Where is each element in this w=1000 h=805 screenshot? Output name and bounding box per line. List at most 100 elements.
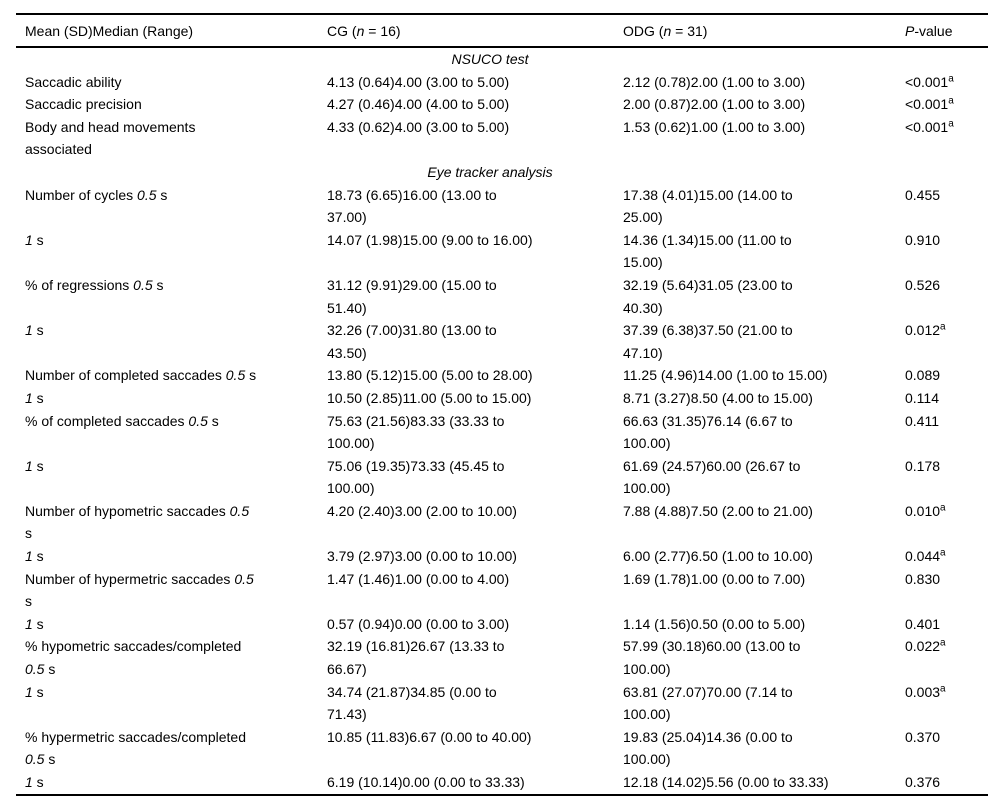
table-body: NSUCO test Saccadic ability 4.13 (0.64)4.0… (16, 47, 988, 795)
significance-marker: a (940, 682, 946, 694)
significance-marker: a (948, 72, 954, 84)
table-row: % of regressions 0.5 s 31.12 (9.91)29.00 … (16, 274, 988, 319)
significance-marker: a (940, 502, 946, 514)
odg-value: 8.71 (3.27)8.50 (4.00 to 15.00) (623, 389, 813, 406)
cg-value: 32.19 (16.81)26.67 (13.33 to 66.67) (327, 638, 505, 678)
table-row: 1 s 10.50 (2.85)11.00 (5.00 to 15.00) 8.71… (16, 387, 988, 410)
row-label: 1 s (25, 322, 44, 339)
odg-value: 11.25 (4.96)14.00 (1.00 to 15.00) (623, 367, 828, 384)
p-value: 0.830 (905, 570, 941, 587)
cg-value: 3.79 (2.97)3.00 (0.00 to 10.00) (327, 548, 517, 565)
p-value: 0.044a (905, 547, 946, 565)
odg-value: 19.83 (25.04)14.36 (0.00 to 100.00) (623, 728, 793, 768)
p-value: 0.376 (905, 774, 941, 790)
p-value: 0.012a (905, 321, 946, 339)
significance-marker: a (948, 118, 954, 130)
row-label: Number of hypermetric saccades 0.5 s (25, 570, 254, 610)
odg-value: 12.18 (14.02)5.56 (0.00 to 33.33) (623, 774, 829, 790)
cg-value: 10.50 (2.85)11.00 (5.00 to 15.00) (327, 389, 532, 406)
row-label: % of regressions 0.5 s (25, 276, 164, 293)
header-row: Mean (SD)Median (Range) CG (n = 16) ODG … (16, 14, 988, 48)
cg-value: 32.26 (7.00)31.80 (13.00 to 43.50) (327, 322, 497, 361)
p-value: 0.455 (905, 186, 941, 203)
header-cg-group: CG (n = 16) (327, 14, 623, 48)
table-row: Saccadic precision 4.27 (0.46)4.00 (4.00 … (16, 93, 988, 116)
table-row: Saccadic ability 4.13 (0.64)4.00 (3.00 to… (16, 71, 988, 94)
cg-value: 6.19 (10.14)0.00 (0.00 to 33.33) (327, 774, 525, 790)
p-value: 0.370 (905, 728, 941, 745)
header-mean-sd-median-range: Mean (SD)Median (Range) (16, 14, 327, 48)
section-row: Eye tracker analysis (16, 161, 988, 184)
odg-value: 1.14 (1.56)0.50 (0.00 to 5.00) (623, 615, 806, 632)
odg-value: 32.19 (5.64)31.05 (23.00 to 40.30) (623, 276, 793, 316)
p-value: 0.010a (905, 502, 946, 519)
cg-value: 13.80 (5.12)15.00 (5.00 to 28.00) (327, 367, 533, 384)
section-title: NSUCO test (451, 51, 529, 67)
significance-marker: a (940, 547, 946, 559)
p-value: 0.178 (905, 457, 941, 474)
p-value: 0.022a (905, 637, 946, 655)
row-label: Number of hypometric saccades 0.5 s (25, 502, 250, 542)
row-label: 1 s (25, 615, 44, 632)
table-row: Body and head movements associated 4.33 (… (16, 116, 988, 161)
cg-value: 1.47 (1.46)1.00 (0.00 to 4.00) (327, 570, 510, 587)
cg-value: 4.20 (2.40)3.00 (2.00 to 10.00) (327, 502, 517, 519)
odg-value: 1.53 (0.62)1.00 (1.00 to 3.00) (623, 118, 806, 135)
significance-marker: a (940, 321, 946, 333)
table-row: 1 s 6.19 (10.14)0.00 (0.00 to 33.33) 12.18… (16, 771, 988, 795)
odg-value: 37.39 (6.38)37.50 (21.00 to 47.10) (623, 322, 793, 361)
table-row: Number of hypermetric saccades 0.5 s 1.47… (16, 568, 988, 613)
results-table: Mean (SD)Median (Range) CG (n = 16) ODG … (16, 13, 988, 796)
row-label: 1 s (25, 683, 44, 700)
row-label: Body and head movements associated (25, 118, 196, 158)
row-label: Saccadic precision (25, 96, 142, 113)
table-row: 1 s 3.79 (2.97)3.00 (0.00 to 10.00) 6.00 (… (16, 545, 988, 568)
table-row: 1 s 14.07 (1.98)15.00 (9.00 to 16.00) 14.3… (16, 229, 988, 274)
p-value: 0.526 (905, 276, 941, 293)
section-title: Eye tracker analysis (427, 163, 553, 180)
p-value: 0.003a (905, 682, 946, 700)
significance-marker: a (940, 637, 946, 649)
section-row: NSUCO test (16, 47, 988, 71)
header-odg-group: ODG (n = 31) (623, 14, 905, 48)
row-label: 1 s (25, 774, 44, 790)
p-value: <0.001a (905, 118, 954, 135)
odg-value: 1.69 (1.78)1.00 (0.00 to 7.00) (623, 570, 806, 587)
cg-value: 18.73 (6.65)16.00 (13.00 to 37.00) (327, 186, 497, 226)
cg-value: 4.33 (0.62)4.00 (3.00 to 5.00) (327, 118, 510, 135)
p-value: 0.910 (905, 231, 941, 248)
cg-value: 75.06 (19.35)73.33 (45.45 to 100.00) (327, 457, 505, 497)
table-row: % hypometric saccades/completed 0.5 s 32.… (16, 635, 988, 680)
odg-value: 61.69 (24.57)60.00 (26.67 to 100.00) (623, 457, 801, 497)
row-label: % hypometric saccades/completed 0.5 s (25, 638, 242, 678)
header-p-value: P-value (905, 14, 988, 48)
table-row: 1 s 32.26 (7.00)31.80 (13.00 to 43.50) 37.… (16, 319, 988, 364)
table-row: 1 s 75.06 (19.35)73.33 (45.45 to 100.00) 6… (16, 455, 988, 500)
odg-value: 2.12 (0.78)2.00 (1.00 to 3.00) (623, 73, 806, 90)
table-row: Number of completed saccades 0.5 s 13.80 … (16, 364, 988, 387)
table-row: % hypermetric saccades/completed 0.5 s 10… (16, 726, 988, 771)
row-label: % of completed saccades 0.5 s (25, 412, 219, 429)
table-row: 1 s 0.57 (0.94)0.00 (0.00 to 3.00) 1.14 (1… (16, 613, 988, 636)
cg-value: 31.12 (9.91)29.00 (15.00 to 51.40) (327, 276, 497, 316)
odg-value: 7.88 (4.88)7.50 (2.00 to 21.00) (623, 502, 813, 519)
cg-value: 0.57 (0.94)0.00 (0.00 to 3.00) (327, 615, 510, 632)
cg-value: 4.27 (0.46)4.00 (4.00 to 5.00) (327, 96, 510, 113)
table-row: 1 s 34.74 (21.87)34.85 (0.00 to 71.43) 63.… (16, 681, 988, 726)
row-label: 1 s (25, 548, 44, 565)
significance-marker: a (948, 95, 954, 107)
p-value: 0.411 (905, 412, 939, 429)
row-label: Saccadic ability (25, 73, 122, 90)
cg-value: 14.07 (1.98)15.00 (9.00 to 16.00) (327, 231, 533, 248)
row-label: 1 s (25, 231, 44, 248)
odg-value: 14.36 (1.34)15.00 (11.00 to 15.00) (623, 231, 792, 271)
p-value: 0.089 (905, 367, 941, 384)
row-label: % hypermetric saccades/completed 0.5 s (25, 728, 246, 768)
odg-value: 66.63 (31.35)76.14 (6.67 to 100.00) (623, 412, 793, 452)
row-label: 1 s (25, 457, 44, 474)
p-value: 0.114 (905, 389, 939, 406)
cg-value: 10.85 (11.83)6.67 (0.00 to 40.00) (327, 728, 532, 745)
odg-value: 6.00 (2.77)6.50 (1.00 to 10.00) (623, 548, 813, 565)
p-value: <0.001a (905, 72, 954, 90)
